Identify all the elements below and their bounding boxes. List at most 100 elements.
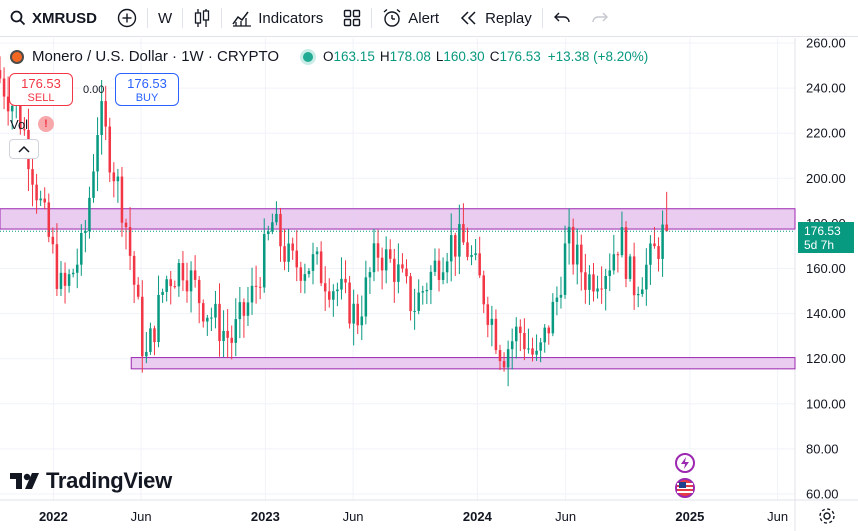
candle-body [384,249,388,271]
candle-body [96,135,99,172]
indicators-icon [232,11,252,27]
candle-body [222,330,225,342]
replay-button[interactable]: Replay [449,0,542,37]
last-price: 176.53 [804,224,841,238]
candle-body [580,244,583,273]
layouts-button[interactable] [333,0,371,37]
candle-body [502,361,506,368]
y-tick-label: 200.00 [806,171,846,186]
candle-body [348,282,351,324]
x-tick-label: 2025 [675,509,704,524]
collapse-legend-button[interactable] [9,139,39,159]
candle-body [319,251,323,284]
candle-body [136,284,140,297]
compare-button[interactable] [107,0,147,37]
candle-body [246,302,250,316]
candle-body [336,289,339,292]
candle-body [539,342,542,351]
redo-button[interactable] [581,0,619,37]
candle-body [124,222,128,228]
legend-title: Monero / U.S. Dollar · 1W · CRYPTO [32,48,280,65]
candle-body [612,254,616,271]
candle-body [230,337,233,343]
candle-body [352,303,355,324]
candle-body [201,303,205,322]
candle-body [405,268,408,277]
buy-label: BUY [135,92,159,104]
candle-body [636,293,640,296]
candle-body [287,243,290,262]
candle-body [157,294,160,343]
candle-body [141,296,144,357]
x-tick-label: 2023 [251,509,280,524]
candle-body [340,278,343,290]
candle-body [88,197,91,232]
undo-button[interactable] [543,0,581,37]
candle-body [547,327,551,334]
candle-body [173,286,177,288]
candle-body [71,272,75,275]
sell-price: 176.53 [21,76,61,91]
price-chart[interactable]: 60.0080.00100.00120.00140.00160.00180.00… [0,38,858,531]
redo-icon [592,12,608,23]
spread-value: 0.00 [83,84,105,96]
candle-body [19,104,22,130]
symbol-label: XMRUSD [32,9,98,27]
candle-body [181,263,185,281]
low-value: 160.30 [443,49,485,64]
buy-button[interactable]: 176.53 BUY [115,73,179,106]
candles-icon [195,9,210,27]
candle-body [271,222,274,232]
alert-button[interactable]: Alert [372,0,449,37]
chart-area[interactable]: 60.0080.00100.00120.00140.00160.00180.00… [0,38,858,531]
candle-body [641,289,644,294]
us-flag-icon[interactable] [675,478,695,498]
candle-body [388,249,392,259]
buy-price: 176.53 [127,76,167,91]
open-label: O [323,49,334,64]
candle-body [332,291,335,300]
sell-label: SELL [27,92,55,104]
toolbar-divider [541,8,543,28]
candle-body [364,277,368,317]
candle-body [35,184,38,201]
candle-body [510,341,514,350]
candle-body [449,235,453,262]
candle-body [653,243,656,247]
candle-body [189,270,193,292]
candle-body [75,264,79,273]
zone-rect [0,208,796,230]
candle-body [214,303,217,318]
warning-icon[interactable]: ! [38,116,54,132]
candle-body [67,274,71,286]
zone-rect [130,357,796,370]
chart-type-button[interactable] [183,0,221,37]
candle-body [299,267,303,281]
chart-legend: Monero / U.S. Dollar · 1W · CRYPTO O163.… [10,48,648,65]
indicators-button[interactable]: Indicators [222,0,333,37]
candle-body [494,318,498,351]
interval-button[interactable]: W [148,0,182,37]
lightning-icon[interactable] [675,453,695,473]
candle-body [197,279,201,304]
candle-body [620,227,624,256]
candle-body [185,280,189,292]
candle-body [100,101,103,136]
sell-button[interactable]: 176.53 SELL [9,73,73,106]
candle-body [128,227,132,256]
x-tick-label: Jun [767,509,788,524]
candle-body [84,231,87,233]
top-toolbar: XMRUSD W Indicators Alert Replay [0,0,858,37]
interval-label: W [158,9,173,27]
candle-body [454,235,457,257]
x-tick-label: Jun [555,509,576,524]
y-tick-label: 260.00 [806,38,846,51]
change-value: +13.38 (+8.20%) [547,49,649,64]
candle-body [55,244,59,289]
settings-gear-icon[interactable] [818,507,836,530]
candle-body [661,224,664,259]
candle-body [368,272,372,278]
candle-body [551,301,555,334]
candle-body [59,272,63,289]
symbol-search[interactable]: XMRUSD [0,0,107,37]
